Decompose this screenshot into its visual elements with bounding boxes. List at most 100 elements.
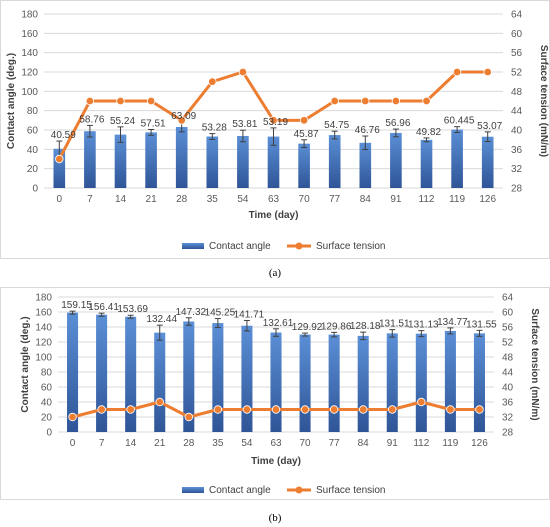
bar-contact-angle: [298, 143, 310, 188]
x-tick-label: 112: [419, 194, 435, 205]
x-tick-label: 91: [390, 194, 402, 205]
y-tick-label: 60: [27, 126, 39, 137]
surface-tension-marker: [391, 96, 401, 106]
data-label: 60.445: [444, 116, 475, 127]
data-label: 128.18: [350, 321, 381, 332]
surface-tension-marker: [238, 67, 248, 77]
x-tick-label: 63: [270, 438, 282, 449]
y-tick-label: 100: [35, 353, 52, 364]
data-label: 147.32: [176, 307, 207, 318]
x-tick-label: 0: [70, 438, 76, 449]
surface-tension-marker: [361, 96, 370, 106]
surface-tension-marker: [55, 154, 64, 164]
y-tick-label: 140: [21, 48, 38, 59]
y2-tick-label: 52: [511, 68, 523, 79]
y-tick-label: 40: [27, 145, 39, 156]
y2-tick-label: 60: [502, 308, 514, 319]
data-label: 46.76: [355, 125, 380, 136]
surface-tension-marker: [417, 397, 426, 407]
bar-contact-angle: [390, 132, 402, 188]
bar-contact-angle: [420, 139, 433, 188]
surface-tension-marker: [177, 116, 186, 125]
x-tick-label: 70: [300, 438, 312, 449]
x-tick-label: 126: [479, 194, 496, 205]
x-tick-label: 54: [241, 438, 253, 449]
bar-contact-angle: [145, 132, 157, 188]
bar-contact-angle: [96, 314, 108, 432]
bar-contact-angle: [67, 312, 79, 432]
chart-panel-b: 0204060801001201401601802832364044485256…: [0, 287, 550, 500]
y2-tick-label: 64: [511, 10, 523, 21]
bar-contact-angle: [53, 148, 66, 188]
x-tick-label: 14: [125, 438, 137, 449]
data-label: 53.07: [477, 121, 502, 132]
y2-tick-label: 32: [511, 164, 523, 175]
bar-contact-angle: [267, 136, 280, 188]
surface-tension-marker: [422, 96, 431, 106]
legend-label-surface-tension: Surface tension: [316, 241, 386, 252]
x-tick-label: 84: [360, 194, 372, 205]
x-tick-label: 70: [299, 194, 311, 205]
data-label: 131.55: [466, 319, 497, 330]
data-label: 63.09: [171, 111, 196, 122]
data-label: 145.25: [205, 308, 236, 319]
surface-tension-marker: [388, 405, 397, 414]
x-tick-label: 21: [154, 438, 166, 449]
y-tick-label: 0: [32, 184, 38, 195]
bar-contact-angle: [386, 333, 398, 432]
y-tick-label: 160: [21, 29, 38, 40]
bar-contact-angle: [357, 335, 369, 432]
y-tick-label: 20: [41, 413, 53, 424]
surface-tension-marker: [330, 96, 339, 106]
legend: Contact angle Surface tension: [182, 241, 386, 252]
data-label: 45.87: [294, 129, 319, 140]
data-label: 53.81: [232, 119, 257, 130]
x-tick-label: 0: [57, 194, 63, 205]
y-tick-label: 120: [35, 338, 52, 349]
x-tick-label: 35: [207, 194, 219, 205]
y2-tick-label: 56: [511, 48, 523, 59]
surface-tension-marker: [242, 405, 252, 414]
y-tick-label: 180: [35, 293, 52, 304]
surface-tension-marker: [97, 405, 106, 414]
y2-tick-label: 44: [502, 368, 514, 379]
surface-tension-marker: [299, 116, 309, 125]
surface-tension-marker: [475, 405, 484, 414]
y2-tick-label: 28: [502, 428, 514, 439]
surface-tension-marker: [85, 96, 95, 106]
bar-contact-angle: [444, 330, 456, 432]
y-tick-label: 80: [41, 368, 53, 379]
y2-tick-label: 36: [502, 398, 514, 409]
data-label: 55.24: [110, 116, 135, 127]
data-label: 129.92: [292, 322, 323, 333]
orange-line-marker-dot-icon: [295, 242, 303, 250]
bar-contact-angle: [183, 321, 195, 432]
panel-caption: (a): [269, 267, 282, 279]
bar-contact-angle: [84, 131, 96, 188]
legend-label-contact-angle: Contact angle: [209, 241, 271, 252]
bar-contact-angle: [415, 333, 427, 432]
orange-line-marker-dot-icon: [295, 486, 303, 494]
legend-label-contact-angle: Contact angle: [209, 485, 271, 496]
y-tick-label: 160: [35, 308, 52, 319]
bar-contact-angle: [175, 127, 188, 188]
data-label: 153.69: [117, 304, 148, 315]
bar-contact-angle: [481, 136, 494, 188]
y-tick-label: 120: [21, 68, 38, 79]
y-tick-label: 60: [41, 383, 53, 394]
x-tick-label: 84: [358, 438, 370, 449]
legend-label-surface-tension: Surface tension: [316, 485, 386, 496]
surface-tension-marker: [269, 116, 278, 125]
surface-tension-marker: [184, 412, 193, 422]
panel-caption: (b): [269, 512, 282, 524]
y2-tick-label: 28: [511, 184, 523, 195]
data-label: 159.15: [61, 300, 92, 311]
data-label: 40.59: [51, 130, 76, 141]
chart-panel-a: 0204060801001201401601802832364044485256…: [0, 0, 550, 259]
bar-contact-angle: [299, 334, 311, 432]
y2-axis-title: Surface tension (mN/m): [529, 308, 540, 420]
bar-contact-angle: [270, 332, 282, 432]
y2-tick-label: 56: [502, 323, 514, 334]
surface-tension-marker: [359, 405, 368, 414]
blue-bar-swatch-icon: [182, 487, 204, 493]
